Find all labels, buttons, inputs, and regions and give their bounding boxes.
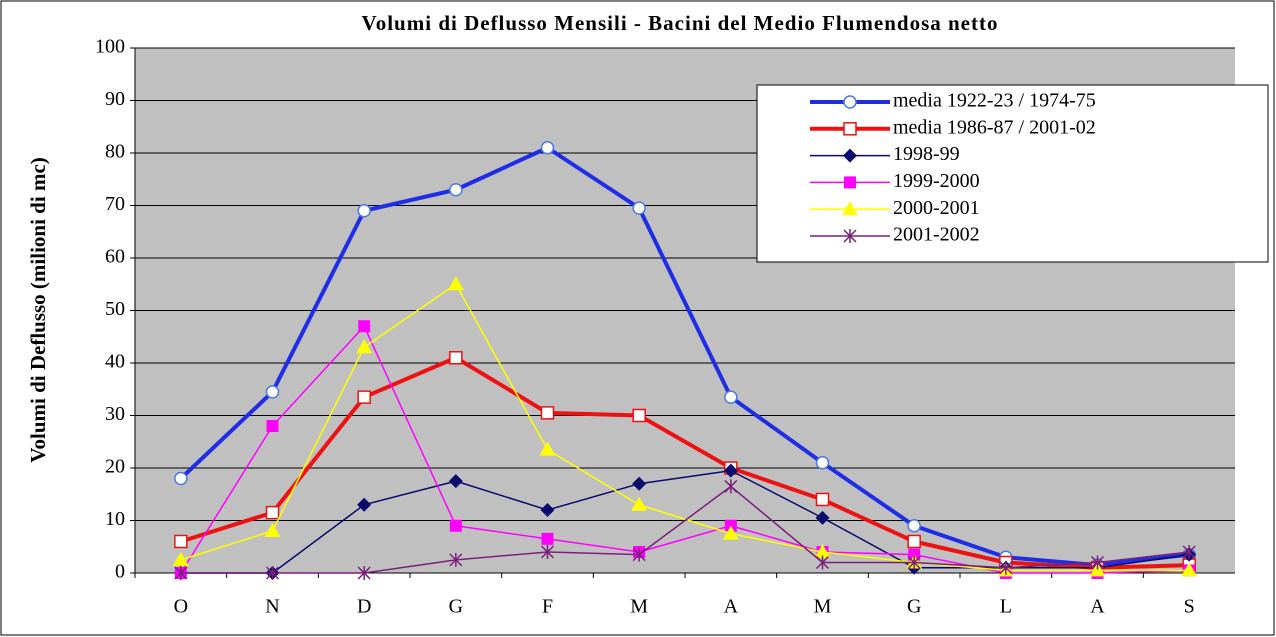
legend-label: 1999-2000 (893, 170, 980, 192)
legend-label: media 1922-23 / 1974-75 (893, 90, 1096, 112)
marker (172, 551, 189, 566)
marker (356, 339, 373, 354)
marker (1182, 545, 1196, 559)
marker (843, 148, 857, 163)
legend-box (756, 84, 1269, 263)
marker (843, 122, 857, 136)
marker (357, 390, 371, 404)
marker (814, 544, 831, 558)
marker (449, 183, 463, 197)
marker (843, 95, 857, 109)
marker (723, 463, 738, 478)
y-tick-label: 60 (105, 246, 125, 268)
marker (539, 441, 556, 456)
marker (815, 492, 830, 507)
marker (724, 479, 738, 494)
marker (449, 552, 463, 567)
marker (1090, 555, 1105, 570)
marker (815, 510, 830, 525)
marker (540, 141, 555, 155)
y-tick-label: 10 (105, 508, 125, 530)
marker (907, 534, 921, 549)
marker (264, 523, 281, 537)
marker (540, 406, 555, 420)
series-line (180, 325, 1190, 574)
marker (540, 503, 555, 517)
marker (843, 229, 857, 243)
x-tick-label: L (1000, 596, 1012, 618)
y-tick-label: 50 (105, 298, 125, 320)
marker (815, 555, 830, 570)
marker (842, 201, 858, 216)
legend-label: 1998-99 (893, 143, 960, 165)
marker (631, 496, 648, 511)
marker (174, 566, 188, 580)
x-tick-label: G (449, 596, 463, 618)
marker (357, 566, 371, 580)
marker (844, 176, 856, 189)
marker (357, 497, 372, 512)
marker (541, 532, 554, 545)
x-tick-label: F (542, 596, 553, 618)
marker (448, 474, 463, 489)
marker (174, 471, 188, 486)
y-axis-label: Volumi di Deflusso (milioni di mc) (26, 157, 50, 463)
series-line (180, 485, 1190, 574)
marker (174, 534, 188, 549)
marker (632, 547, 646, 562)
marker (815, 456, 830, 470)
marker (907, 519, 921, 533)
legend-label: 2000-2001 (893, 197, 980, 219)
y-tick-label: 70 (105, 193, 125, 215)
marker (540, 545, 555, 559)
series-line (180, 283, 1190, 572)
marker (724, 390, 738, 404)
x-tick-label: A (724, 596, 739, 618)
marker (632, 201, 646, 215)
y-tick-label: 40 (105, 351, 125, 373)
marker (358, 320, 371, 333)
y-tick-label: 30 (105, 403, 125, 425)
x-tick-label: G (907, 596, 921, 618)
series-line (179, 145, 1190, 568)
marker (722, 525, 739, 540)
marker (265, 505, 280, 520)
x-tick-label: M (630, 596, 648, 618)
y-tick-label: 20 (105, 456, 125, 478)
x-tick-label: S (1184, 596, 1195, 618)
series-line (180, 355, 1190, 570)
x-tick-label: N (265, 596, 279, 618)
marker (632, 476, 647, 491)
legend-label: media 1986-87 / 2001-02 (893, 116, 1096, 138)
legend-label: 2001-2002 (893, 224, 980, 246)
x-tick-label: D (357, 596, 371, 618)
series-line (180, 469, 1190, 574)
marker (265, 385, 280, 399)
marker (1181, 562, 1198, 577)
x-tick-label: O (174, 596, 188, 618)
x-tick-label: A (1090, 596, 1105, 618)
marker (447, 276, 464, 291)
chart-title: Volumi di Deflusso Mensili - Bacini del … (361, 11, 998, 35)
y-tick-label: 80 (105, 141, 125, 163)
marker (999, 560, 1013, 575)
x-tick-label: M (814, 596, 832, 618)
marker (265, 566, 280, 580)
y-tick-label: 100 (95, 36, 125, 58)
marker (266, 420, 279, 432)
marker (449, 519, 462, 532)
y-tick-label: 90 (105, 88, 125, 110)
marker (907, 555, 921, 570)
marker (357, 204, 371, 218)
marker (632, 408, 646, 423)
y-tick-label: 0 (115, 561, 125, 583)
marker (449, 351, 463, 365)
